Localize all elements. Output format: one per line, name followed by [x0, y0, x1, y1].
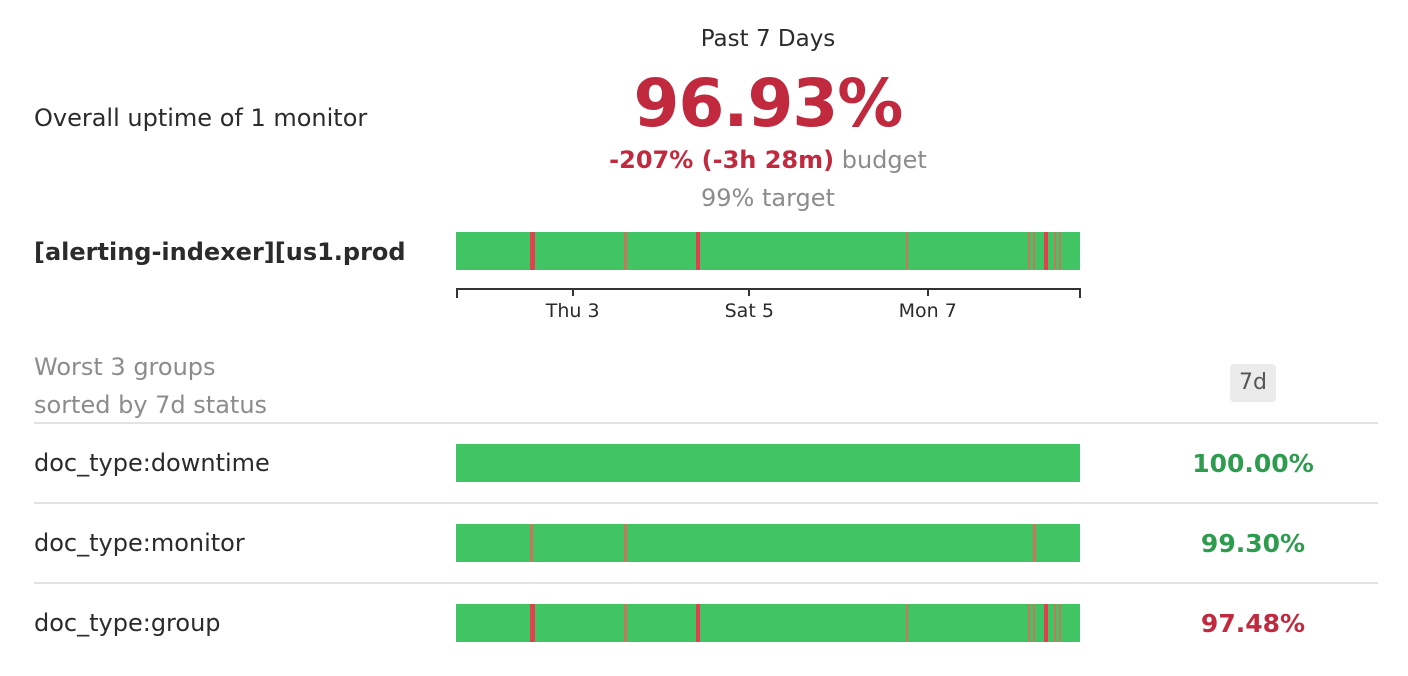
- timeline-axis: [456, 288, 1081, 290]
- uptime-target: 99% target: [701, 184, 835, 212]
- incident-marker[interactable]: [530, 524, 533, 562]
- group-name[interactable]: doc_type:downtime: [34, 449, 270, 477]
- incident-marker[interactable]: [905, 604, 909, 642]
- axis-tick: [748, 288, 751, 296]
- incident-marker[interactable]: [624, 524, 627, 562]
- groups-title-line2: sorted by 7d status: [34, 391, 268, 419]
- period-label: Past 7 Days: [700, 26, 836, 52]
- axis-tick-label: Mon 7: [898, 300, 957, 322]
- overall-uptime-value: 96.93%: [633, 65, 904, 142]
- error-budget: -207% (-3h 28m) budget: [456, 146, 1080, 174]
- incident-marker[interactable]: [695, 232, 700, 270]
- timeframe-column-badge[interactable]: 7d: [1230, 364, 1276, 402]
- incident-marker[interactable]: [905, 232, 909, 270]
- groups-title: Worst 3 groups sorted by 7d status: [34, 348, 267, 424]
- incident-marker[interactable]: [530, 232, 535, 270]
- divider: [34, 422, 1378, 424]
- incident-marker[interactable]: [624, 604, 627, 642]
- incident-marker[interactable]: [1043, 232, 1048, 270]
- incident-marker[interactable]: [1028, 604, 1031, 642]
- axis-tick: [926, 288, 929, 296]
- incident-marker[interactable]: [695, 604, 700, 642]
- axis-tick: [571, 288, 574, 296]
- group-uptime-pct: 97.48%: [1200, 609, 1306, 638]
- axis-tick-label: Sat 5: [724, 300, 774, 322]
- incident-marker[interactable]: [1033, 524, 1036, 562]
- incident-marker[interactable]: [530, 604, 535, 642]
- overall-uptime-label: Overall uptime of 1 monitor: [34, 104, 368, 132]
- incident-marker[interactable]: [1053, 232, 1057, 270]
- group-uptime-pct: 100.00%: [1192, 449, 1314, 478]
- monitor-uptime-bar[interactable]: [456, 232, 1080, 270]
- axis-tick-label: Thu 3: [545, 300, 600, 322]
- groups-title-line1: Worst 3 groups: [34, 353, 216, 381]
- axis-start-tick: [456, 288, 458, 298]
- incident-marker[interactable]: [1059, 604, 1062, 642]
- monitor-name-link[interactable]: [alerting-indexer][us1.prod.d: [34, 238, 408, 266]
- incident-marker[interactable]: [1033, 604, 1036, 642]
- axis-end-tick: [1079, 288, 1081, 298]
- group-uptime-bar[interactable]: [456, 524, 1080, 562]
- divider: [34, 582, 1378, 584]
- divider: [34, 502, 1378, 504]
- group-name[interactable]: doc_type:monitor: [34, 529, 245, 557]
- group-name[interactable]: doc_type:group: [34, 609, 221, 637]
- incident-marker[interactable]: [1028, 232, 1031, 270]
- group-uptime-bar[interactable]: [456, 444, 1080, 482]
- incident-marker[interactable]: [1053, 604, 1057, 642]
- error-budget-value: -207% (-3h 28m): [609, 146, 835, 174]
- incident-marker[interactable]: [1033, 232, 1036, 270]
- group-uptime-pct: 99.30%: [1200, 529, 1306, 558]
- incident-marker[interactable]: [1043, 604, 1048, 642]
- incident-marker[interactable]: [624, 232, 627, 270]
- group-uptime-bar[interactable]: [456, 604, 1080, 642]
- error-budget-label: budget: [841, 146, 927, 174]
- incident-marker[interactable]: [1059, 232, 1062, 270]
